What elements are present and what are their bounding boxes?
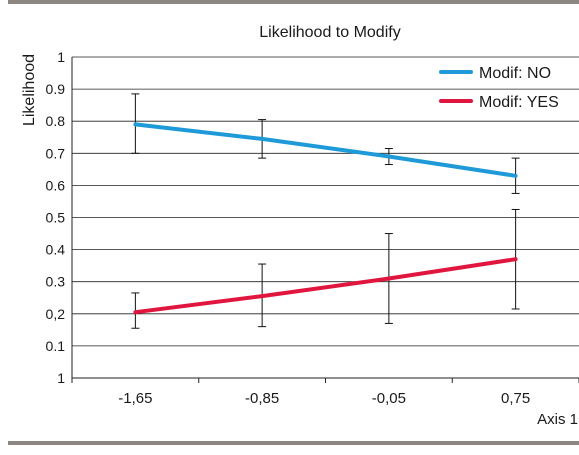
series-1-line <box>133 122 518 178</box>
gridlines <box>72 56 579 347</box>
y-tick-label: 0.9 <box>46 81 66 97</box>
chart-title: Likelihood to Modify <box>259 24 400 41</box>
bottom-rule <box>8 441 579 445</box>
top-rule <box>8 0 579 4</box>
x-tick-labels: -1,65 -0,85 -0,05 0,75 <box>118 390 530 407</box>
series-2-line <box>133 257 518 315</box>
y-axis-label: Likelihood <box>21 54 38 126</box>
x-axis-label: Axis 1 <box>537 411 578 428</box>
y-tick-label: 0.4 <box>46 242 66 258</box>
y-tick-label: 0.5 <box>46 210 66 226</box>
y-tick-label: 0.3 <box>46 274 66 290</box>
legend-item-2-label: Modif: YES <box>479 94 559 111</box>
series-group <box>131 93 520 329</box>
y-tick-label: 0.8 <box>46 113 66 129</box>
y-tick-label: 1 <box>57 370 65 386</box>
x-tick-label: -1,65 <box>118 390 152 407</box>
y-tick-label: 0.6 <box>46 177 66 193</box>
y-tick-label: 1 <box>57 49 65 65</box>
x-tick-label: -0,85 <box>245 390 279 407</box>
x-tick-label: -0,05 <box>372 390 406 407</box>
y-tick-labels: 1 0.1 0,2 0.3 0.4 0.5 0.6 0.7 0.8 0.9 1 <box>46 49 66 386</box>
y-tick-label: 0,2 <box>46 306 66 322</box>
legend: Modif: NO Modif: YES <box>439 65 559 111</box>
x-tick-label: 0,75 <box>501 390 530 407</box>
legend-item-1-label: Modif: NO <box>479 65 551 82</box>
y-tick-label: 0.7 <box>46 145 66 161</box>
axes <box>71 57 579 383</box>
y-tick-label: 0.1 <box>46 338 66 354</box>
